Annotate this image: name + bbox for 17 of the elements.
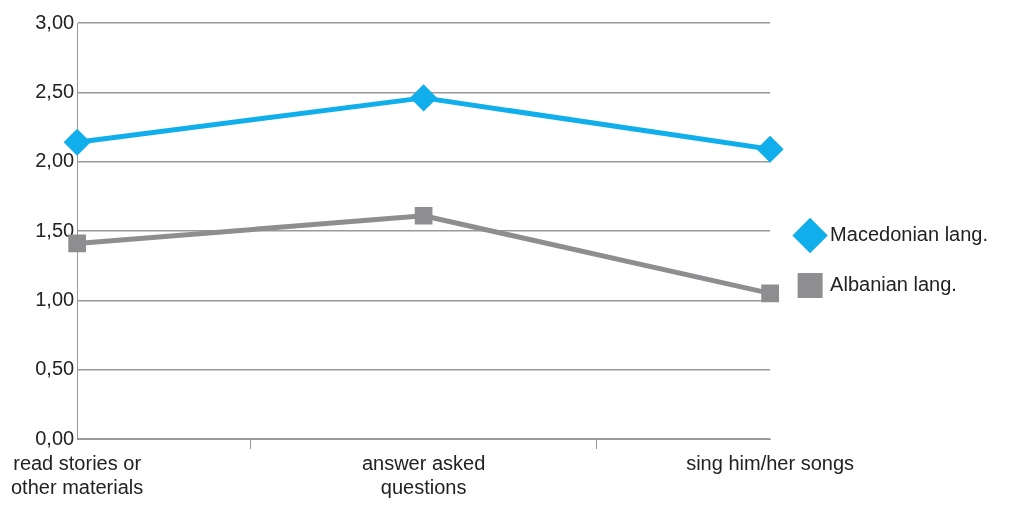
legend-label: Albanian lang. <box>830 273 957 296</box>
y-tick-label: 2,50 <box>35 79 75 102</box>
y-tick-label: 3,00 <box>35 10 75 33</box>
x-tick-label: read stories or other materials <box>11 451 144 498</box>
x-tick-label: sing him/her songs <box>686 451 855 474</box>
x-tick-label: answer asked questions <box>361 451 486 498</box>
y-tick-label: 1,00 <box>35 287 75 310</box>
y-tick-label: 2,00 <box>35 149 75 172</box>
y-tick-label: 0,50 <box>35 357 75 380</box>
point <box>64 129 90 155</box>
y-tick-label: 0,00 <box>35 426 75 449</box>
y-tick-label: 1,50 <box>35 218 75 241</box>
point <box>411 85 437 111</box>
point <box>761 284 779 303</box>
legend-label: Macedonian lang. <box>830 223 988 246</box>
point <box>414 206 433 225</box>
point <box>757 136 783 162</box>
